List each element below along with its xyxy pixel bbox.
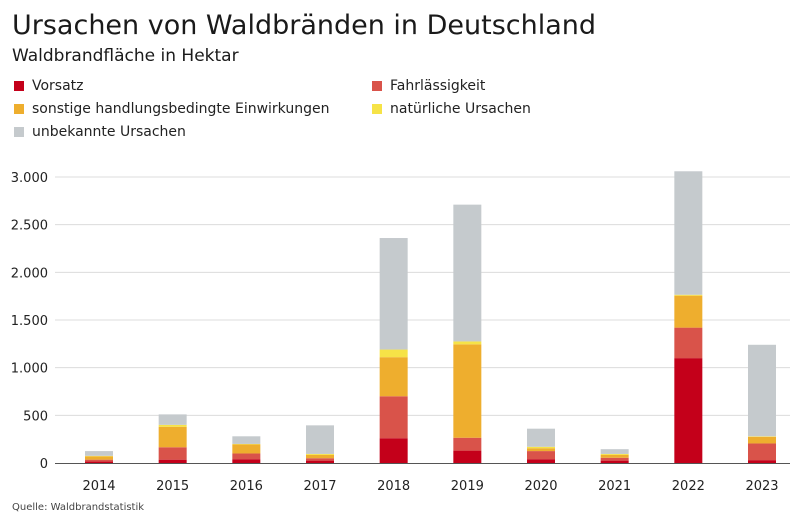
bar-segment <box>527 448 555 452</box>
bar-segment <box>748 460 776 463</box>
legend-item-natuerlich: natürliche Ursachen <box>372 101 531 117</box>
bar-segment <box>453 437 482 451</box>
legend-label: unbekannte Ursachen <box>32 124 186 140</box>
x-tick-label: 2018 <box>377 479 410 494</box>
bar-segment <box>85 461 113 463</box>
y-tick-label: 0 <box>40 457 48 472</box>
bar-segment <box>232 436 261 444</box>
bar-segment <box>600 454 629 458</box>
x-tick-label: 2016 <box>230 479 263 494</box>
bar-segment <box>158 424 187 427</box>
bar-segment <box>600 457 629 461</box>
y-tick-label: 3.000 <box>11 171 48 186</box>
bar-segment <box>232 459 261 463</box>
source-note: Quelle: Waldbrandstatistik <box>12 502 145 513</box>
x-tick-label: 2014 <box>82 479 115 494</box>
bar-segment <box>306 458 334 461</box>
bar-segment <box>379 357 408 397</box>
legend-item-fahrlaessigkeit: Fahrlässigkeit <box>372 78 485 94</box>
legend-swatch <box>14 104 24 114</box>
bar-segment <box>527 451 555 460</box>
legend: Vorsatz Fahrlässigkeit sonstige handlung… <box>14 78 794 148</box>
bar-segment <box>600 449 629 454</box>
x-tick-labels: 2014 2015 2016 2017 2018 2019 2020 2021 2022 2023 <box>82 479 778 494</box>
x-tick-label: 2022 <box>672 479 705 494</box>
bars <box>85 171 776 463</box>
bar-segment <box>674 295 703 328</box>
bar-segment <box>85 451 113 456</box>
legend-label: natürliche Ursachen <box>390 101 531 117</box>
bar-segment <box>527 428 555 447</box>
bar-segment <box>600 453 629 455</box>
x-tick-label: 2020 <box>524 479 557 494</box>
bar-segment <box>379 438 408 463</box>
y-tick-label: 500 <box>23 409 48 424</box>
bar-segment <box>379 396 408 439</box>
bar-segment <box>748 436 776 444</box>
x-tick-label: 2023 <box>745 479 778 494</box>
y-tick-label: 2.500 <box>11 219 48 234</box>
bar-segment <box>674 327 703 359</box>
y-tick-label: 1.000 <box>11 362 48 377</box>
bar-segment <box>379 238 408 350</box>
legend-swatch <box>372 81 382 91</box>
bar-segment <box>85 459 113 462</box>
bar-segment <box>306 425 334 454</box>
bar-segment <box>232 444 261 454</box>
bar-segment <box>674 358 703 463</box>
bar-segment <box>306 454 334 459</box>
bar-segment <box>306 460 334 463</box>
bar-segment <box>158 459 187 463</box>
bar-segment <box>158 447 187 460</box>
bar-segment <box>674 294 703 296</box>
y-tick-label: 1.500 <box>11 314 48 329</box>
chart-subtitle: Waldbrandfläche in Hektar <box>12 46 239 66</box>
bar-segment <box>232 453 261 460</box>
bar-segment <box>453 450 482 463</box>
legend-label: sonstige handlungsbedingte Einwirkungen <box>32 101 330 117</box>
bar-segment <box>85 456 113 460</box>
bar-segment <box>674 171 703 295</box>
y-tick-labels: 0 500 1.000 1.500 2.000 2.500 3.000 <box>11 171 48 472</box>
bar-segment <box>158 426 187 448</box>
legend-swatch <box>14 127 24 137</box>
legend-swatch <box>372 104 382 114</box>
legend-label: Fahrlässigkeit <box>390 78 486 94</box>
bar-segment <box>453 344 482 438</box>
bar-segment <box>600 460 629 463</box>
y-tick-label: 2.000 <box>11 266 48 281</box>
bar-segment <box>453 341 482 345</box>
legend-item-vorsatz: Vorsatz <box>14 78 84 94</box>
bar-segment <box>306 453 334 455</box>
legend-swatch <box>14 81 24 91</box>
bar-segment <box>453 204 482 342</box>
legend-item-sonstige: sonstige handlungsbedingte Einwirkungen <box>14 101 329 117</box>
x-tick-label: 2017 <box>303 479 336 494</box>
x-tick-label: 2021 <box>598 479 631 494</box>
bar-segment <box>527 459 555 463</box>
legend-item-unbekannt: unbekannte Ursachen <box>14 124 186 140</box>
x-tick-label: 2019 <box>451 479 484 494</box>
bar-segment <box>748 344 776 437</box>
bar-segment <box>158 414 187 425</box>
bar-segment <box>748 443 776 461</box>
x-tick-label: 2015 <box>156 479 189 494</box>
chart-title: Ursachen von Waldbränden in Deutschland <box>12 10 597 41</box>
bar-segment <box>379 349 408 358</box>
bar-segment <box>527 446 555 449</box>
legend-label: Vorsatz <box>32 78 84 94</box>
